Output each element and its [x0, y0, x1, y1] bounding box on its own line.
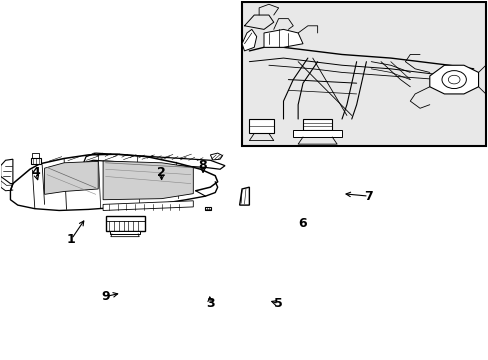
Polygon shape [429, 65, 478, 94]
Polygon shape [239, 187, 249, 205]
Text: 9: 9 [101, 290, 110, 303]
Text: 6: 6 [298, 216, 306, 230]
Text: 4: 4 [31, 166, 40, 179]
Text: 7: 7 [364, 190, 372, 203]
Polygon shape [210, 153, 222, 160]
Text: 1: 1 [67, 233, 76, 246]
Polygon shape [303, 119, 331, 130]
Text: 3: 3 [205, 297, 214, 310]
Polygon shape [44, 161, 98, 194]
Text: 8: 8 [198, 159, 207, 172]
Bar [242, 3, 485, 146]
Text: 5: 5 [274, 297, 283, 310]
Polygon shape [264, 30, 303, 47]
Polygon shape [0, 159, 13, 184]
Polygon shape [83, 153, 224, 169]
Polygon shape [31, 158, 41, 164]
Polygon shape [249, 119, 273, 134]
Polygon shape [105, 216, 144, 231]
Polygon shape [103, 201, 193, 211]
Polygon shape [103, 161, 193, 200]
Polygon shape [110, 231, 140, 234]
Polygon shape [293, 130, 341, 137]
Text: 2: 2 [157, 166, 165, 179]
Polygon shape [242, 30, 256, 51]
Polygon shape [204, 207, 211, 211]
